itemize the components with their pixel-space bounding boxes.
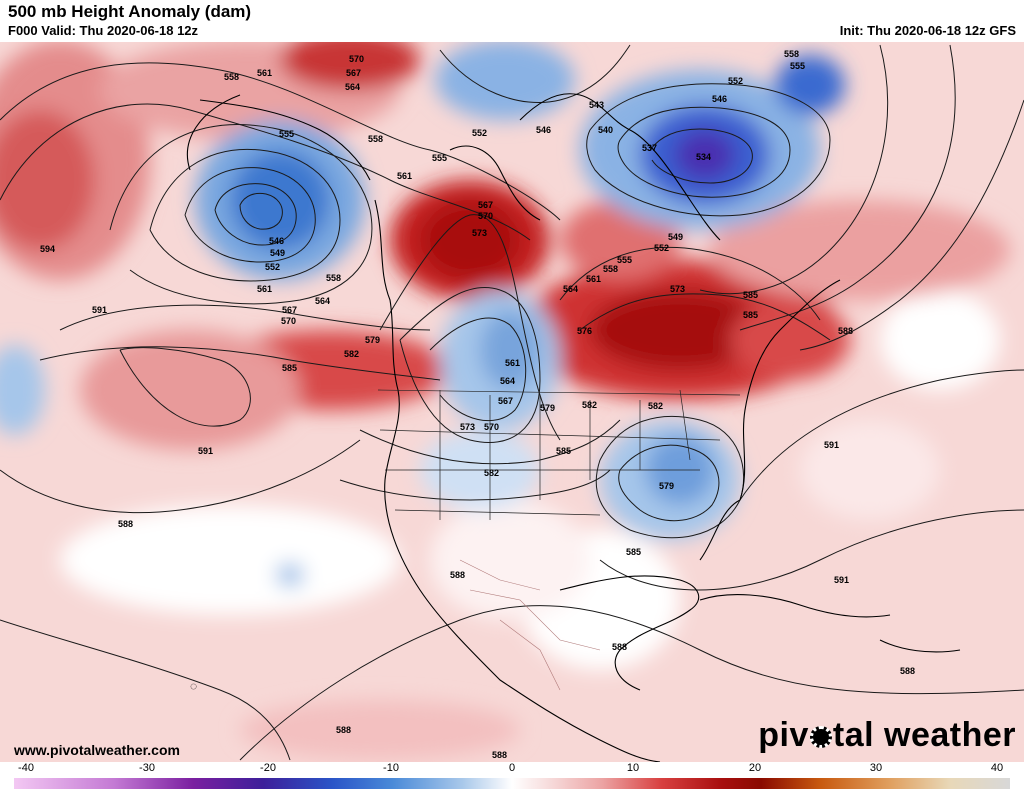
contour-label: 564: [500, 376, 515, 386]
contour-label: 564: [563, 284, 578, 294]
contour-label: 588: [450, 570, 465, 580]
contour-label: 585: [556, 446, 571, 456]
contour-label: 552: [728, 76, 743, 86]
map-title: 500 mb Height Anomaly (dam): [8, 2, 252, 21]
colorbar-tick: 0: [508, 762, 516, 774]
anomaly-field: [0, 42, 1010, 760]
map-canvas: 570 567 564 558 561 555 552 546 549 594 …: [0, 42, 1024, 762]
colorbar-tick: -40: [18, 762, 34, 774]
contour-label: 552: [265, 262, 280, 272]
contour-label: 552: [654, 243, 669, 253]
contour-label: 567: [346, 68, 361, 78]
state-boundaries: [377, 389, 741, 520]
contour-label: 582: [648, 401, 663, 411]
contour-label: 579: [365, 335, 380, 345]
colorbar-tick: 40: [990, 762, 1004, 774]
contour-label: 537: [642, 143, 657, 153]
contour-label: 546: [269, 236, 284, 246]
contour-label: 561: [257, 68, 272, 78]
contour-label: 594: [40, 244, 55, 254]
colorbar: [14, 778, 1010, 789]
contour-label: 558: [368, 134, 383, 144]
valid-time: F000 Valid: Thu 2020-06-18 12z: [8, 23, 199, 38]
contour-label: 591: [834, 575, 849, 585]
contour-label: 534: [696, 152, 711, 162]
contour-label: 591: [198, 446, 213, 456]
contour-label: 549: [668, 232, 683, 242]
contour-label: 561: [257, 284, 272, 294]
logo-sun-icon: [809, 726, 832, 748]
logo-text-left: piv: [758, 716, 809, 754]
contour-label: 570: [484, 422, 499, 432]
contour-label: 582: [582, 400, 597, 410]
contour-label: 573: [670, 284, 685, 294]
logo-text-right: tal weather: [832, 716, 1016, 754]
website-url[interactable]: www.pivotalweather.com: [14, 742, 180, 758]
contour-label: 546: [536, 125, 551, 135]
contour-label: 567: [498, 396, 513, 406]
contour-label: 561: [397, 171, 412, 181]
contour-label: 570: [349, 54, 364, 64]
contour-label: 555: [432, 153, 447, 163]
contour-label: 588: [492, 750, 507, 760]
height-anomaly-map[interactable]: 570 567 564 558 561 555 552 546 549 594 …: [0, 42, 1024, 762]
contour-label: 564: [315, 296, 330, 306]
contour-label: 591: [92, 305, 107, 315]
contour-label: 591: [824, 440, 839, 450]
contour-label: 588: [612, 642, 627, 652]
contour-label: 570: [478, 211, 493, 221]
coastlines: [186, 93, 961, 762]
contour-label: 543: [589, 100, 604, 110]
contour-label: 588: [118, 519, 133, 529]
contour-label: 588: [900, 666, 915, 676]
contour-label: 582: [484, 468, 499, 478]
colorbar-tick: 10: [626, 762, 640, 774]
contour-label: 555: [790, 61, 805, 71]
contour-label: 558: [784, 49, 799, 59]
contour-label: 558: [224, 72, 239, 82]
pivotal-weather-logo: piv tal weather: [758, 716, 1016, 755]
contour-label: 561: [586, 274, 601, 284]
colorbar-tick: -20: [260, 762, 276, 774]
map-header: 500 mb Height Anomaly (dam) F000 Valid: …: [0, 0, 1024, 42]
contour-label: 585: [282, 363, 297, 373]
contour-label: 585: [743, 310, 758, 320]
contour-label: 564: [345, 82, 360, 92]
colorbar-tick: 20: [748, 762, 762, 774]
contour-label: 549: [270, 248, 285, 258]
contour-label: 558: [603, 264, 618, 274]
colorbar-tick: 30: [869, 762, 883, 774]
contour-label: 576: [577, 326, 592, 336]
contour-label: 579: [540, 403, 555, 413]
contour-label: 561: [505, 358, 520, 368]
contour-label: 546: [712, 94, 727, 104]
contour-label: 552: [472, 128, 487, 138]
contour-label: 585: [626, 547, 641, 557]
contour-label: 579: [659, 481, 674, 491]
contour-label: 570: [281, 316, 296, 326]
contour-label: 555: [279, 129, 294, 139]
contour-label: 558: [326, 273, 341, 283]
contour-label: 567: [282, 305, 297, 315]
colorbar-tick: -10: [383, 762, 399, 774]
contour-labels: 570 567 564 558 561 555 552 546 549 594 …: [40, 49, 915, 760]
contour-label: 540: [598, 125, 613, 135]
contour-label: 585: [743, 290, 758, 300]
contour-label: 567: [478, 200, 493, 210]
lake-outline: ◌: [190, 679, 197, 693]
colorbar-tick: -30: [139, 762, 155, 774]
contour-label: 588: [838, 326, 853, 336]
contour-label: 582: [344, 349, 359, 359]
contour-label: 588: [336, 725, 351, 735]
mexico-boundaries: [459, 559, 601, 691]
init-time: Init: Thu 2020-06-18 12z GFS: [839, 23, 1016, 38]
contour-label: 573: [472, 228, 487, 238]
colorbar-gradient: [14, 778, 1010, 789]
contour-label: 555: [617, 255, 632, 265]
colorbar-labels: -40 -30 -20 -10 0 10 20 30 40: [0, 762, 1024, 776]
contour-label: 573: [460, 422, 475, 432]
